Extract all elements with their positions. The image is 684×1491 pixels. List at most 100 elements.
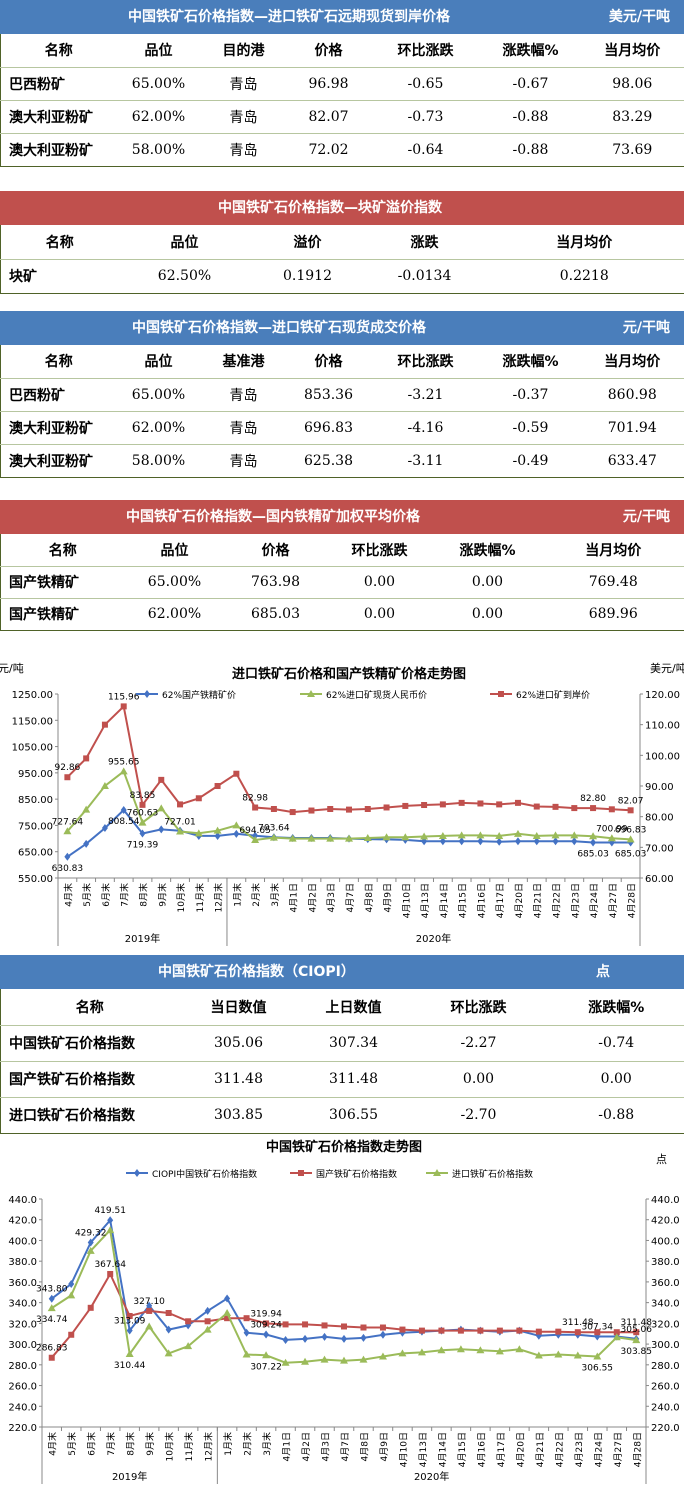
- data-point: [322, 1322, 328, 1328]
- column-header: 环比涨跌: [409, 989, 549, 1025]
- data-point: [327, 806, 333, 812]
- y-tick-label-right: 80.00: [645, 813, 674, 824]
- table-cell: -0.49: [481, 444, 581, 477]
- table-cell: 83.29: [581, 100, 684, 133]
- panel-ciopi: 中国铁矿石价格指数（CIOPI） 点 名称当日数值上日数值环比涨跌涨跌幅%中国铁…: [0, 955, 684, 1134]
- data-label: 83.85: [130, 791, 156, 801]
- table-cell: 311.48: [299, 1061, 409, 1097]
- table-cell: 65.00%: [125, 566, 225, 598]
- y-tick-label-right: 300.0: [651, 1340, 680, 1351]
- x-tick-label: 4月21日: [533, 883, 544, 918]
- data-point: [346, 807, 352, 813]
- row-name-cell: 澳大利亚粉矿: [1, 100, 117, 133]
- x-tick-label: 4月10日: [401, 883, 412, 918]
- column-header: 环比涨跌: [371, 34, 481, 67]
- x-tick-label: 7月末: [105, 1432, 117, 1456]
- y-tick-label-right: 420.0: [651, 1216, 680, 1227]
- x-tick-label: 4月20日: [515, 1432, 526, 1467]
- column-header: 基准港: [201, 345, 287, 378]
- column-header: 名称: [1, 989, 179, 1025]
- panel-unit: 点: [596, 955, 610, 989]
- y-tick-label-left: 1150.00: [12, 716, 53, 727]
- data-point: [146, 1308, 152, 1314]
- data-label: 343.80: [36, 1285, 68, 1295]
- x-tick-label: 5月末: [66, 1432, 78, 1456]
- table-header-row: 名称当日数值上日数值环比涨跌涨跌幅%: [1, 989, 684, 1025]
- table-cell: 82.07: [287, 100, 371, 133]
- table-header-row: 名称品位价格环比涨跌涨跌幅%当月均价: [1, 534, 684, 566]
- table-cell: -0.64: [371, 133, 481, 166]
- table-cell: 303.85: [179, 1097, 299, 1133]
- y-tick-label-left: 950.00: [18, 769, 53, 780]
- column-header: 溢价: [251, 225, 365, 259]
- table-cell: -0.73: [371, 100, 481, 133]
- table-cell: 58.00%: [117, 444, 201, 477]
- column-header: 当月均价: [485, 225, 684, 259]
- table-cell: 65.00%: [117, 378, 201, 411]
- data-point: [244, 1315, 250, 1321]
- x-tick-label: 4月7日: [340, 1432, 351, 1461]
- table-cell: 860.98: [581, 378, 684, 411]
- column-header: 品位: [117, 34, 201, 67]
- table-cell: 0.00: [327, 566, 433, 598]
- table-cell: 307.34: [299, 1025, 409, 1061]
- y-tick-label-left: 240.0: [8, 1402, 37, 1413]
- legend-label: 国产铁矿石价格指数: [316, 1168, 397, 1180]
- row-name-cell: 澳大利亚粉矿: [1, 133, 117, 166]
- table-cell: -3.21: [371, 378, 481, 411]
- x-tick-label: 4月9日: [383, 883, 394, 912]
- x-tick-label: 4月23日: [570, 883, 581, 918]
- x-tick-label: 12月末: [213, 883, 225, 912]
- table-cell: 769.48: [543, 566, 684, 598]
- panel-import-spot: 中国铁矿石价格指数—进口铁矿石现货成交价格 元/干吨 名称品位基准港价格环比涨跌…: [0, 311, 684, 478]
- data-point: [384, 804, 390, 810]
- data-point: [553, 804, 559, 810]
- data-point: [380, 1331, 386, 1339]
- x-tick-label: 11月末: [183, 1432, 195, 1461]
- column-header: 名称: [1, 34, 117, 67]
- data-point: [477, 1328, 483, 1334]
- data-point: [88, 1305, 94, 1311]
- data-point: [134, 1169, 140, 1177]
- column-header: 涨跌: [365, 225, 485, 259]
- data-point: [515, 800, 521, 806]
- data-point: [64, 853, 70, 861]
- data-point: [440, 801, 446, 807]
- table-cell: -0.74: [549, 1025, 684, 1061]
- index-trend-chart-svg: 中国铁矿石价格指数走势图点220.0240.0260.0280.0300.032…: [0, 1133, 684, 1487]
- x-tick-label: 4月27日: [613, 1432, 624, 1467]
- data-point: [196, 795, 202, 801]
- data-point: [106, 1226, 114, 1233]
- y-tick-label-right: 120.00: [645, 690, 680, 701]
- data-point: [102, 722, 108, 728]
- data-point: [107, 1271, 113, 1277]
- column-header: 上日数值: [299, 989, 409, 1025]
- data-point: [516, 1328, 522, 1334]
- x-tick-label: 4月1日: [289, 883, 300, 912]
- data-point: [402, 803, 408, 809]
- data-point: [302, 1335, 308, 1343]
- data-point: [144, 690, 150, 698]
- data-point: [205, 1318, 211, 1324]
- data-point: [459, 800, 465, 806]
- panel-unit: 美元/干吨: [609, 0, 670, 34]
- column-header: 环比涨跌: [371, 345, 481, 378]
- x-tick-label: 4月14日: [439, 883, 450, 918]
- y-tick-label-right: 100.00: [645, 751, 680, 762]
- table-cell: -0.0134: [365, 259, 485, 293]
- data-point: [166, 1310, 172, 1316]
- table-cell: 763.98: [225, 566, 327, 598]
- data-label: 307.22: [250, 1362, 282, 1372]
- y-tick-label-right: 60.00: [645, 874, 674, 885]
- x-group-label: 2020年: [416, 932, 451, 945]
- data-point: [609, 806, 615, 812]
- row-name-cell: 中国铁矿石价格指数: [1, 1025, 179, 1061]
- table-cell: 96.98: [287, 67, 371, 100]
- table-cell: -0.65: [371, 67, 481, 100]
- data-label: 630.83: [52, 864, 84, 874]
